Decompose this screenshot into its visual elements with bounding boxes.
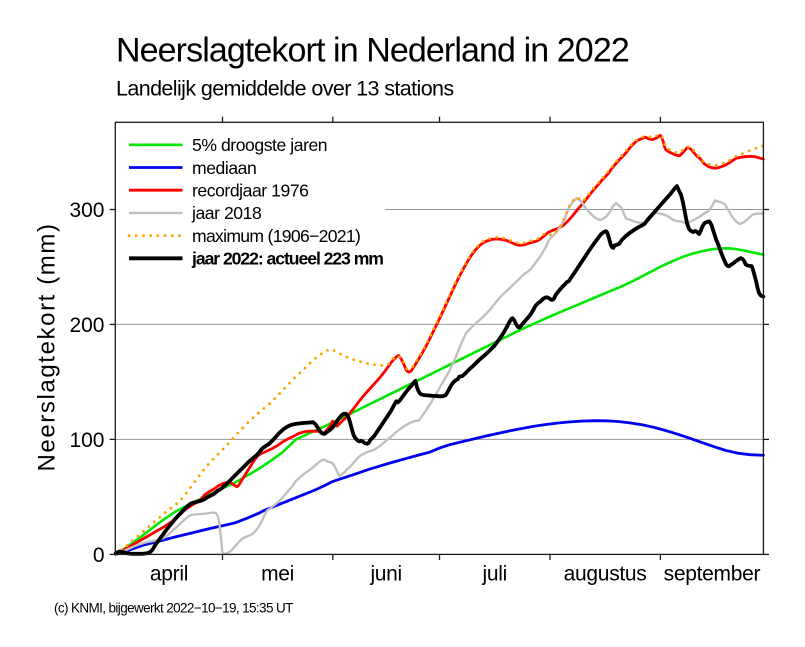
svg-text:200: 200 [69, 314, 104, 337]
svg-text:5% droogste jaren: 5% droogste jaren [192, 135, 327, 155]
svg-text:0: 0 [93, 544, 105, 567]
svg-text:recordjaar 1976: recordjaar 1976 [192, 181, 309, 201]
svg-text:jaar 2018: jaar 2018 [191, 203, 262, 223]
svg-text:mei: mei [261, 563, 294, 586]
svg-text:juli: juli [482, 563, 507, 586]
svg-text:100: 100 [69, 429, 104, 452]
svg-text:maximum (1906−2021): maximum (1906−2021) [192, 226, 360, 246]
svg-text:Neerslagtekort (mm): Neerslagtekort (mm) [34, 222, 61, 471]
svg-text:juni: juni [369, 563, 402, 586]
svg-text:(c) KNMI, bijgewerkt 2022−10−1: (c) KNMI, bijgewerkt 2022−10−19, 15:35 U… [54, 601, 293, 616]
svg-text:Landelijk gemiddelde over 13 s: Landelijk gemiddelde over 13 stations [116, 76, 454, 100]
svg-text:300: 300 [69, 199, 104, 222]
svg-text:Neerslagtekort in Nederland in: Neerslagtekort in Nederland in 2022 [116, 32, 629, 70]
svg-text:augustus: augustus [564, 563, 647, 586]
svg-text:april: april [150, 563, 188, 586]
svg-text:jaar 2022: actueel 223 mm: jaar 2022: actueel 223 mm [191, 249, 383, 269]
svg-text:mediaan: mediaan [192, 158, 256, 178]
svg-text:september: september [664, 563, 761, 586]
